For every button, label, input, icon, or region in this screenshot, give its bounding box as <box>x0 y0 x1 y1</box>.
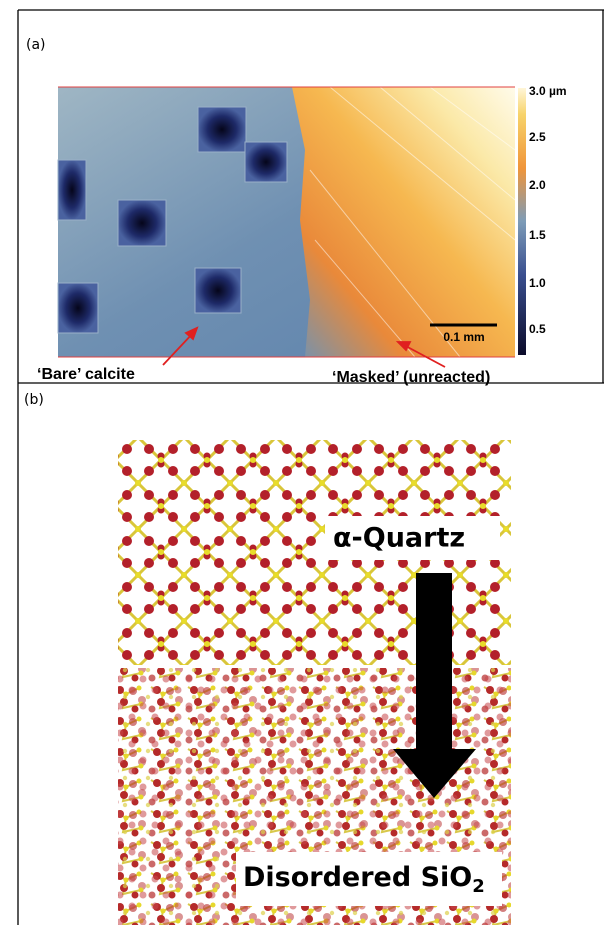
label-subscript: 2 <box>472 876 485 897</box>
label-text: Disordered SiO <box>243 862 472 893</box>
colorbar <box>518 88 526 355</box>
colorbar-ticks: 3.0 µm 2.5 2.0 1.5 1.0 0.5 <box>529 84 567 336</box>
structure-label: α-Quartz <box>333 523 465 554</box>
afm-image <box>58 87 515 357</box>
annotation: ‘Bare’ calcite <box>37 366 135 383</box>
panel-label: (b) <box>24 392 44 408</box>
colorbar-label: 1.5 <box>529 228 546 242</box>
colorbar-label: 2.5 <box>529 130 546 144</box>
structure-label: Disordered SiO2 <box>243 862 485 898</box>
annotation: ‘Masked’ (unreacted) <box>332 369 490 386</box>
scale-bar-label: 0.1 mm <box>443 330 484 344</box>
colorbar-label: 2.0 <box>529 178 546 192</box>
panel-label: (a) <box>26 37 46 53</box>
figure: (a) 0.1 mm 3.0 µm 2.5 2.0 1.5 1.0 0.5 ‘B… <box>0 0 604 925</box>
colorbar-label: 0.5 <box>529 322 546 336</box>
colorbar-label: 3.0 µm <box>529 84 567 98</box>
colorbar-label: 1.0 <box>529 276 546 290</box>
